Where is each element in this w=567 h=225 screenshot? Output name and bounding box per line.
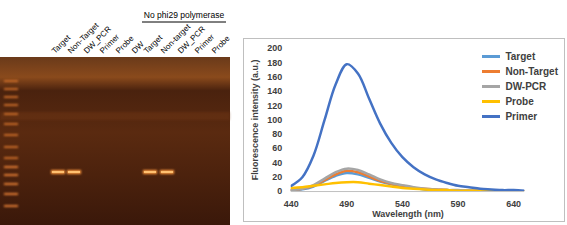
svg-text:Non-target: Non-target xyxy=(159,22,193,56)
svg-text:100: 100 xyxy=(267,115,282,125)
svg-text:120: 120 xyxy=(267,101,282,111)
svg-text:DW: DW xyxy=(130,39,146,56)
svg-text:Probe: Probe xyxy=(210,34,232,56)
svg-text:540: 540 xyxy=(395,199,410,209)
svg-text:0: 0 xyxy=(277,186,282,196)
html-text:Probe: Probe xyxy=(505,96,534,107)
svg-text:Non-Target: Non-Target xyxy=(66,21,101,56)
svg-text:No phi29 polymerase: No phi29 polymerase xyxy=(144,10,225,20)
svg-text:Target: Target xyxy=(142,33,165,56)
svg-text:DW_PCR: DW_PCR xyxy=(82,24,113,56)
svg-text:160: 160 xyxy=(267,72,282,82)
svg-text:Target: Target xyxy=(50,33,73,56)
svg-text:Fluorescence intensity (a.u.): Fluorescence intensity (a.u.) xyxy=(250,60,260,181)
svg-text:40: 40 xyxy=(272,158,282,168)
svg-text:180: 180 xyxy=(267,58,282,68)
svg-text:80: 80 xyxy=(272,129,282,139)
svg-text:Primer: Primer xyxy=(193,32,217,56)
svg-text:590: 590 xyxy=(451,199,466,209)
svg-text:60: 60 xyxy=(272,143,282,153)
svg-text:Primer: Primer xyxy=(98,32,122,56)
svg-text:DW_PCR: DW_PCR xyxy=(176,24,207,56)
svg-text:640: 640 xyxy=(506,199,521,209)
svg-text:20: 20 xyxy=(272,172,282,182)
html-text:Primer: Primer xyxy=(505,111,538,122)
svg-text:Wavelength (nm): Wavelength (nm) xyxy=(372,209,444,219)
html-text:Non-Target: Non-Target xyxy=(505,66,558,77)
svg-text:140: 140 xyxy=(267,86,282,96)
svg-text:200: 200 xyxy=(267,43,282,53)
html-text:Target: Target xyxy=(505,51,536,62)
svg-text:490: 490 xyxy=(339,199,354,209)
html-text:DW-PCR: DW-PCR xyxy=(505,81,547,92)
svg-text:Probe: Probe xyxy=(114,33,136,56)
svg-text:440: 440 xyxy=(284,199,299,209)
